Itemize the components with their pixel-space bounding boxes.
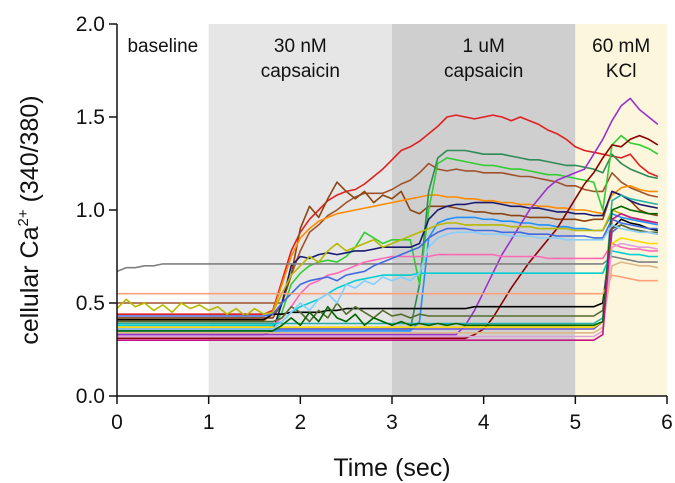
trace-19 bbox=[117, 224, 658, 323]
x-axis-ticks: 0 1 2 3 4 5 6 bbox=[111, 396, 673, 434]
trace-25 bbox=[117, 224, 658, 330]
x-tick-label-4: 4 bbox=[478, 411, 490, 434]
region-label-2-0: 1 uM bbox=[463, 36, 505, 57]
trace-11 bbox=[116, 255, 658, 273]
trace-18 bbox=[117, 218, 658, 317]
region-label-1-1: capsaicin bbox=[261, 61, 340, 82]
trace-10 bbox=[117, 218, 658, 321]
trace-17 bbox=[117, 261, 658, 334]
y-axis-title-prefix: cellular Ca bbox=[16, 226, 44, 344]
trace-24 bbox=[117, 212, 658, 341]
trace-22 bbox=[117, 242, 658, 338]
stimulus-region-labels: baseline 30 nM capsaicin 1 uM capsaicin 60 mM… bbox=[127, 36, 650, 82]
trace-8 bbox=[117, 97, 659, 336]
trace-12 bbox=[116, 209, 658, 317]
y-tick-label-4: 2.0 bbox=[76, 13, 105, 36]
y-tick-label-2: 1.0 bbox=[76, 199, 105, 222]
region-label-1-0: 30 nM bbox=[274, 36, 327, 57]
x-tick-label-2: 2 bbox=[294, 411, 306, 434]
x-tick-label-3: 3 bbox=[386, 411, 398, 434]
y-axis-ticks: 0.0 0.5 1.0 1.5 2.0 bbox=[76, 13, 117, 408]
trace-1 bbox=[117, 162, 658, 304]
cell-traces bbox=[116, 97, 659, 341]
region-band-3 bbox=[575, 24, 667, 396]
region-label-2-1: capsaicin bbox=[444, 61, 523, 82]
trace-9 bbox=[117, 134, 659, 340]
trace-2 bbox=[117, 181, 658, 319]
y-axis-title-superscript: 2+ bbox=[15, 209, 32, 226]
region-label-0-0: baseline bbox=[127, 36, 198, 57]
trace-20 bbox=[117, 250, 658, 327]
trace-16 bbox=[117, 237, 658, 328]
x-tick-label-6: 6 bbox=[661, 411, 673, 434]
region-label-3-0: 60 mM bbox=[592, 36, 650, 57]
region-label-3-1: KCl bbox=[606, 61, 637, 82]
y-tick-label-0: 0.0 bbox=[76, 385, 105, 408]
trace-0 bbox=[117, 114, 659, 315]
x-tick-label-0: 0 bbox=[111, 411, 123, 434]
x-tick-label-5: 5 bbox=[569, 411, 581, 434]
x-tick-label-1: 1 bbox=[203, 411, 215, 434]
y-tick-label-3: 1.5 bbox=[76, 106, 105, 129]
trace-21 bbox=[117, 274, 658, 295]
x-axis-title: Time (sec) bbox=[333, 454, 450, 482]
y-axis-title: cellular Ca2+ (340/380) bbox=[15, 95, 44, 344]
y-axis-title-suffix: (340/380) bbox=[16, 95, 44, 209]
y-tick-label-1: 0.5 bbox=[76, 292, 105, 315]
trace-23 bbox=[117, 205, 658, 332]
